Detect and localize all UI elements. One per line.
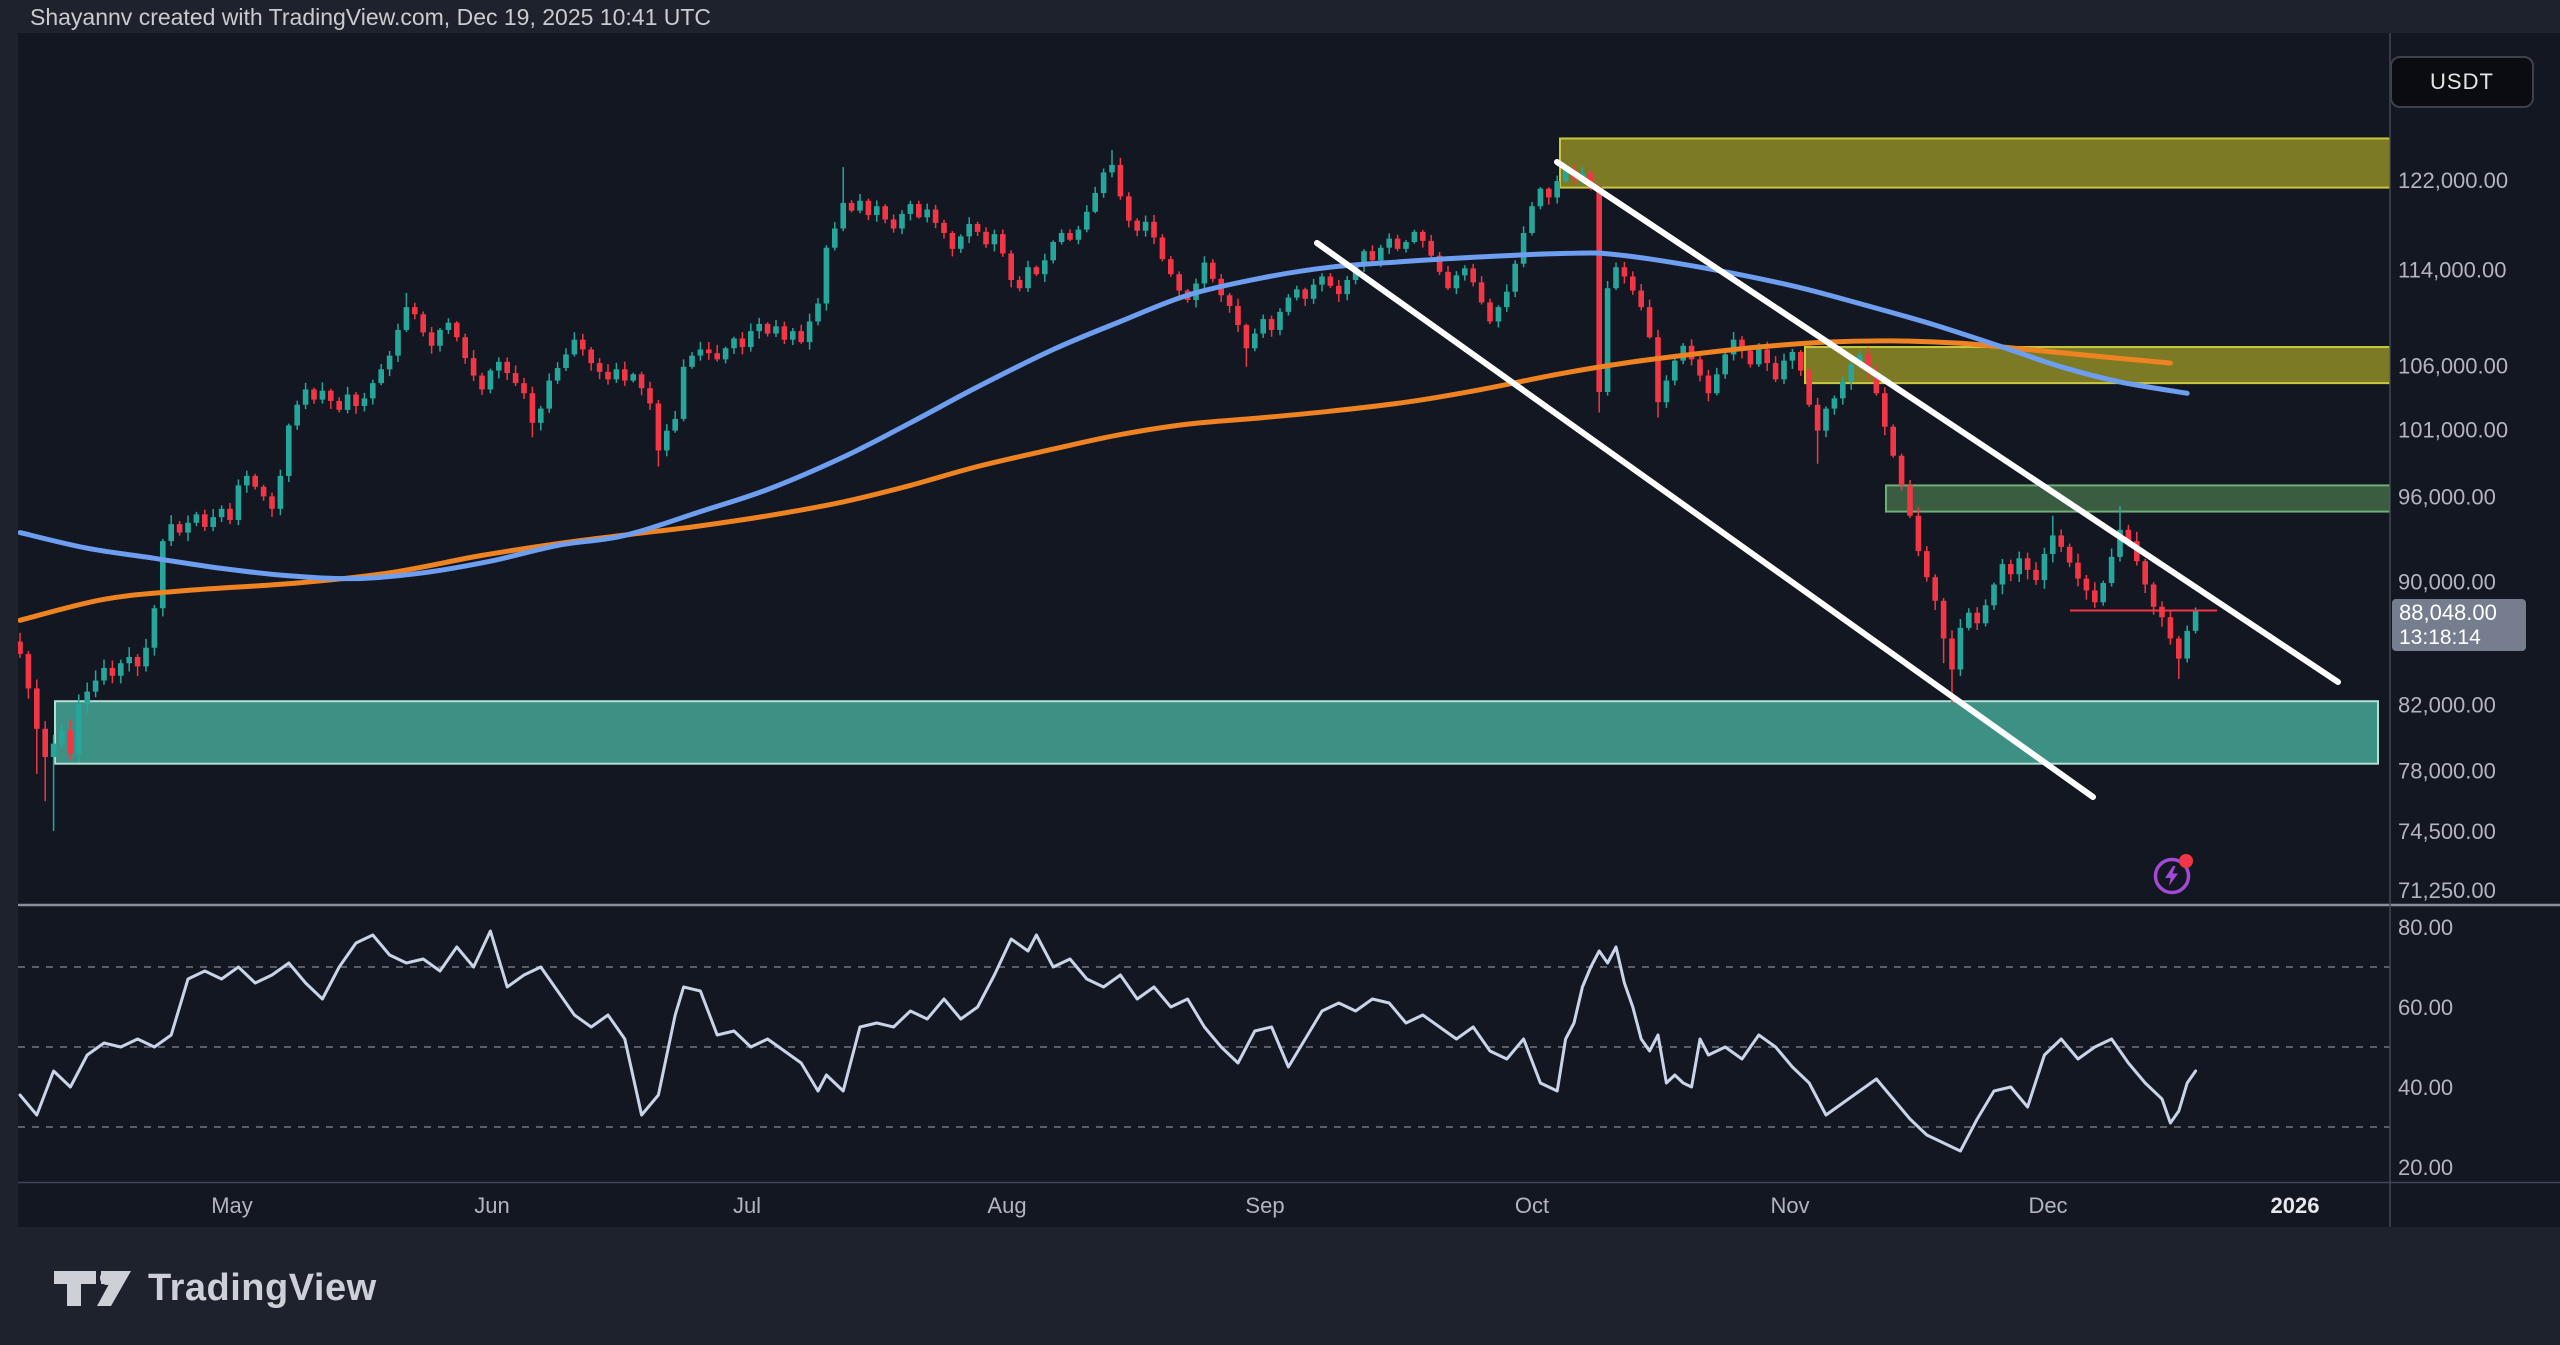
channel-lower[interactable] xyxy=(1314,240,2096,800)
time-scale[interactable]: May Jun Jul Aug Sep Oct Nov Dec 2026 xyxy=(211,1193,2319,1218)
tradingview-logo-icon xyxy=(54,1270,131,1306)
price-tick-label: 101,000.00 xyxy=(2398,417,2508,442)
attribution-text: Shayannv created with TradingView.com, D… xyxy=(30,4,712,30)
attribution-bar: Shayannv created with TradingView.com, D… xyxy=(0,0,2560,33)
time-tick-label: Jul xyxy=(733,1193,761,1218)
time-tick-label: Nov xyxy=(1770,1193,1809,1218)
tradingview-wordmark: TradingView xyxy=(148,1267,377,1309)
channel-upper[interactable] xyxy=(1554,159,2341,685)
resistance-zone-96k xyxy=(1885,484,2390,513)
price-scale[interactable]: 122,000.00 114,000.00 106,000.00 101,000.00… xyxy=(2398,168,2508,1180)
rsi-tick-label: 20.00 xyxy=(2398,1155,2453,1180)
price-tick-label: 71,250.00 xyxy=(2398,878,2496,903)
price-tick-label: 90,000.00 xyxy=(2398,570,2496,595)
price-tick-label: 78,000.00 xyxy=(2398,758,2496,783)
rsi-tick-label: 60.00 xyxy=(2398,995,2453,1020)
supply-zone-ath xyxy=(1559,137,2390,189)
rsi-tick-label: 80.00 xyxy=(2398,915,2453,940)
time-tick-label: Oct xyxy=(1515,1193,1549,1218)
time-tick-label: Jun xyxy=(474,1193,509,1218)
last-price-badge: 88,048.00 13:18:14 xyxy=(2392,599,2526,651)
chart-background xyxy=(18,33,2560,1227)
price-tick-label: 82,000.00 xyxy=(2398,692,2496,717)
last-price-value: 88,048.00 xyxy=(2399,600,2497,625)
tradingview-logo[interactable]: TradingView xyxy=(54,1267,377,1310)
price-pane[interactable] xyxy=(17,137,2390,895)
quote-currency-badge: USDT xyxy=(2390,56,2534,108)
time-tick-label: Aug xyxy=(987,1193,1026,1218)
support-zone-78-82k xyxy=(54,700,2379,765)
price-tick-label: 114,000.00 xyxy=(2398,258,2506,283)
time-tick-label: Sep xyxy=(1245,1193,1284,1218)
price-tick-label: 106,000.00 xyxy=(2398,354,2508,379)
ma-blue-line xyxy=(18,250,2190,582)
time-tick-label: Dec xyxy=(2028,1193,2067,1218)
rsi-pane[interactable] xyxy=(18,929,2390,1153)
rsi-tick-label: 40.00 xyxy=(2398,1075,2453,1100)
price-tick-label: 122,000.00 xyxy=(2398,168,2508,193)
quote-currency-label: USDT xyxy=(2430,69,2494,94)
footer-bar: TradingView xyxy=(0,1227,2560,1345)
candles xyxy=(18,150,2199,832)
price-tick-label: 74,500.00 xyxy=(2398,819,2496,844)
price-tick-label: 96,000.00 xyxy=(2398,484,2496,509)
flash-marker-icon[interactable] xyxy=(2153,854,2194,895)
time-tick-label: 2026 xyxy=(2271,1193,2320,1218)
time-tick-label: May xyxy=(211,1193,253,1218)
bar-countdown: 13:18:14 xyxy=(2399,626,2481,649)
rsi-line xyxy=(18,929,2198,1153)
